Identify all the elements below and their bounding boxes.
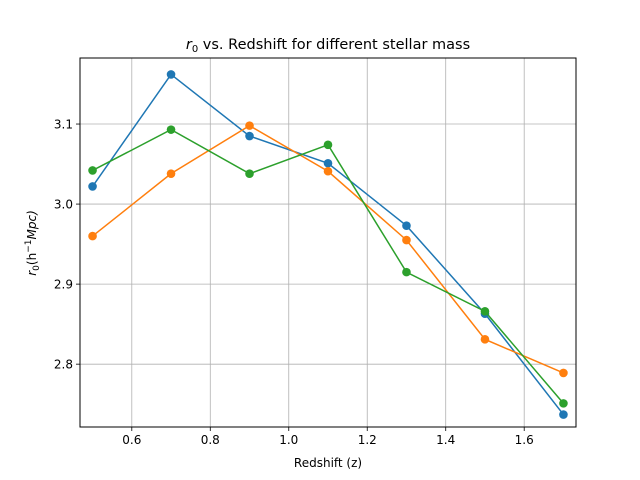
x-axis-ticks: 0.6 0.8 1.0 1.2 1.4 1.6 <box>122 427 534 447</box>
data-point <box>88 166 97 175</box>
data-point <box>402 267 411 277</box>
data-point <box>166 169 176 178</box>
plot-frame <box>79 57 577 428</box>
data-point <box>402 221 411 230</box>
data-point <box>402 235 411 245</box>
x-tick-label: 0.8 <box>201 433 220 447</box>
series-1 <box>88 70 568 419</box>
chart-title: r0 vs. Redshift for different stellar ma… <box>186 37 470 55</box>
y-axis-label: r0(h−1Mpc) <box>24 210 42 276</box>
data-point <box>323 158 333 168</box>
x-tick-label: 1.6 <box>515 433 534 447</box>
y-tick-label: 3.1 <box>54 118 73 132</box>
data-point <box>245 169 254 178</box>
data-point <box>88 231 97 241</box>
y-tick-label: 2.8 <box>54 358 73 372</box>
series-3 <box>88 125 568 408</box>
data-point <box>480 307 490 316</box>
y-tick-label: 2.9 <box>54 278 73 292</box>
data-point <box>245 121 254 130</box>
x-tick-label: 0.6 <box>122 433 141 447</box>
series-layer <box>88 70 568 419</box>
series-2 <box>88 121 568 378</box>
y-axis-ticks: 2.8 2.9 3.0 3.1 <box>54 118 80 372</box>
data-point <box>166 125 176 134</box>
data-point <box>480 335 490 344</box>
data-point <box>88 182 97 191</box>
x-axis-label: Redshift (z) <box>294 456 362 470</box>
x-tick-label: 1.0 <box>279 433 298 447</box>
x-tick-label: 1.2 <box>358 433 377 447</box>
data-point <box>323 166 333 176</box>
x-tick-label: 1.4 <box>436 433 455 447</box>
data-point <box>559 410 568 419</box>
series-line <box>91 73 565 416</box>
data-point <box>245 131 254 141</box>
data-point <box>559 399 568 408</box>
y-tick-label: 3.0 <box>54 198 73 212</box>
data-point <box>166 70 176 79</box>
grid <box>80 58 576 427</box>
data-point <box>323 140 333 150</box>
data-point <box>559 368 568 378</box>
